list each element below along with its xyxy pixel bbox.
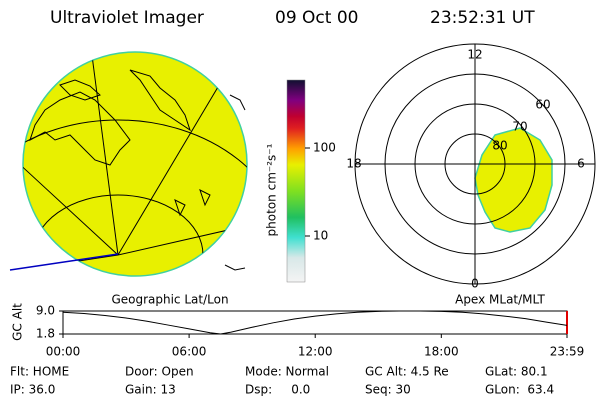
globe [9, 51, 248, 277]
x-tick-label: 12:00 [298, 345, 333, 359]
info-field: Seq: 30 [365, 383, 411, 397]
colorbar [286, 79, 306, 283]
mlt-label: 12 [467, 48, 482, 62]
x-tick-label: 23:59 [550, 345, 585, 359]
instrument-title: Ultraviolet Imager [50, 8, 204, 28]
colorbar-label: photon cm⁻²s⁻¹ [265, 143, 279, 236]
info-field: Flt: HOME [10, 365, 69, 379]
altitude-line [62, 310, 568, 335]
mlt-label: 18 [346, 157, 361, 171]
y-tick-label: 9.0 [36, 304, 55, 318]
info-field: Dsp: 0.0 [245, 383, 310, 397]
colorbar-tick-label: 10 [313, 229, 328, 243]
lat-label: 70 [512, 120, 527, 134]
x-tick-label: 00:00 [46, 345, 81, 359]
x-tick-label: 06:00 [172, 345, 207, 359]
info-field: Mode: Normal [245, 365, 329, 379]
polar-plot [354, 43, 596, 285]
x-tick-label: 18:00 [424, 345, 459, 359]
info-field: GLat: 80.1 [485, 365, 548, 379]
y-tick-label: 1.8 [36, 327, 55, 341]
colorbar-tick-label: 100 [313, 141, 336, 155]
info-field: Gain: 13 [125, 383, 176, 397]
polar-label: Apex MLat/MLT [455, 293, 545, 307]
info-field: GC Alt: 4.5 Re [365, 365, 449, 379]
info-field: Door: Open [125, 365, 194, 379]
date: 09 Oct 00 [275, 8, 358, 28]
alt-ylabel: GC Alt [11, 303, 25, 341]
lat-label: 80 [492, 139, 507, 153]
mlt-label: 0 [471, 277, 479, 291]
info-field: IP: 36.0 [10, 383, 55, 397]
mlt-label: 6 [577, 157, 585, 171]
time: 23:52:31 UT [430, 8, 535, 28]
geo-label: Geographic Lat/Lon [111, 293, 228, 307]
lat-label: 60 [535, 98, 550, 112]
info-field: GLon: 63.4 [485, 383, 554, 397]
